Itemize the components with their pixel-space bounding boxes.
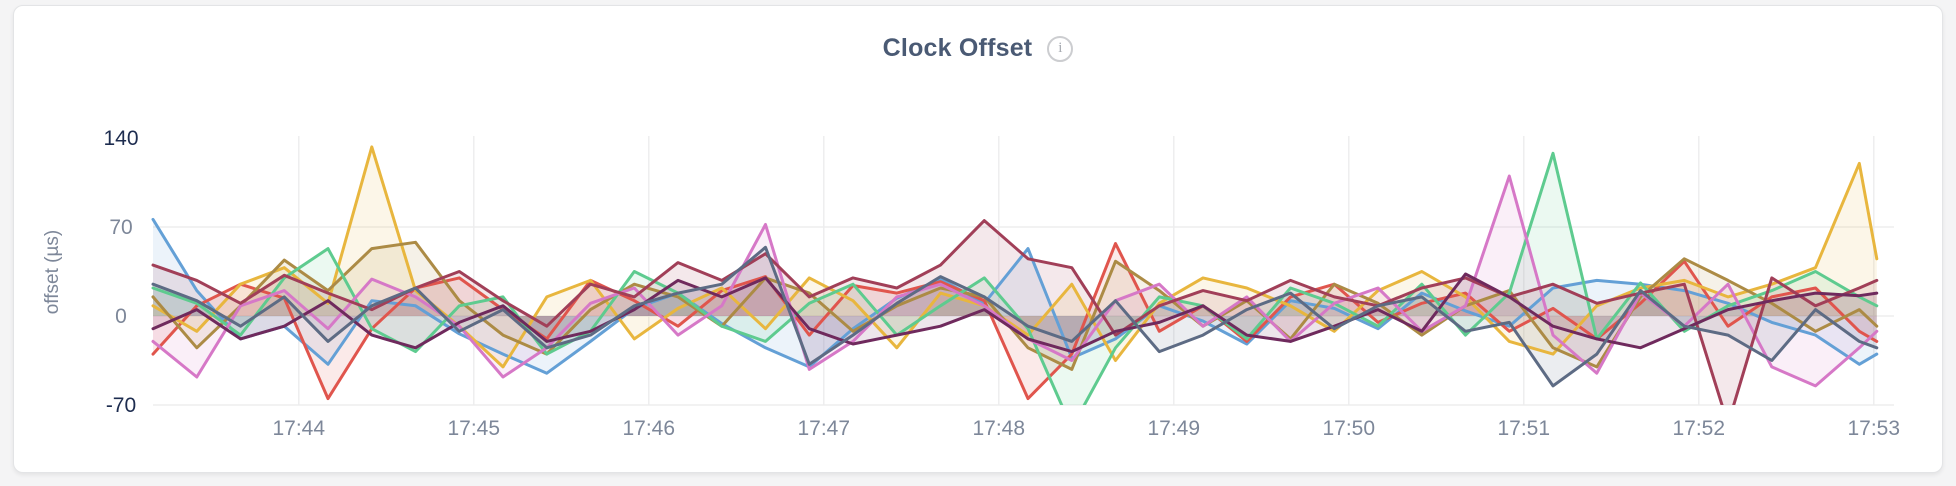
info-icon[interactable]: i <box>1047 35 1074 62</box>
x-tick-label: 17:44 <box>272 417 325 440</box>
x-tick-label: 17:51 <box>1497 417 1550 440</box>
y-tick-label: -70 <box>106 394 136 417</box>
x-tick-label: 17:46 <box>622 417 675 440</box>
clock-offset-card: Clock Offset i 17:44 17:45 17:46 17:47 17:48… <box>13 5 1943 473</box>
x-tick-label: 17:45 <box>447 417 500 440</box>
chart-title: Clock Offset <box>882 34 1033 62</box>
series-line-node-9-slate <box>151 245 1879 388</box>
chart-header: Clock Offset i <box>14 34 1942 63</box>
series-line-node-7-maroon <box>151 219 1879 405</box>
series-area-node-2-red <box>153 243 1877 399</box>
series-line-node-8-purple <box>151 272 1879 354</box>
clock-offset-chart[interactable]: 17:44 17:45 17:46 17:47 17:48 17:49 17:50 17:51… <box>14 6 1942 472</box>
x-tick-label: 17:50 <box>1322 417 1375 440</box>
series-area-node-6-orchid <box>153 176 1877 386</box>
x-tick-label: 17:49 <box>1147 417 1200 440</box>
x-tick-label: 17:52 <box>1672 417 1725 440</box>
y-tick-label: 70 <box>109 216 132 239</box>
series-line-node-1-blue <box>151 217 1879 375</box>
y-tick-label: 0 <box>115 305 127 328</box>
x-tick-label: 17:53 <box>1847 417 1900 440</box>
x-tick-label: 17:47 <box>797 417 850 440</box>
series-line-node-5-green <box>151 151 1879 405</box>
y-axis-title: offset (µs) <box>42 230 63 315</box>
y-tick-label: 140 <box>103 127 138 150</box>
x-tick-label: 17:48 <box>972 417 1025 440</box>
series-area-node-5-green <box>153 153 1877 405</box>
